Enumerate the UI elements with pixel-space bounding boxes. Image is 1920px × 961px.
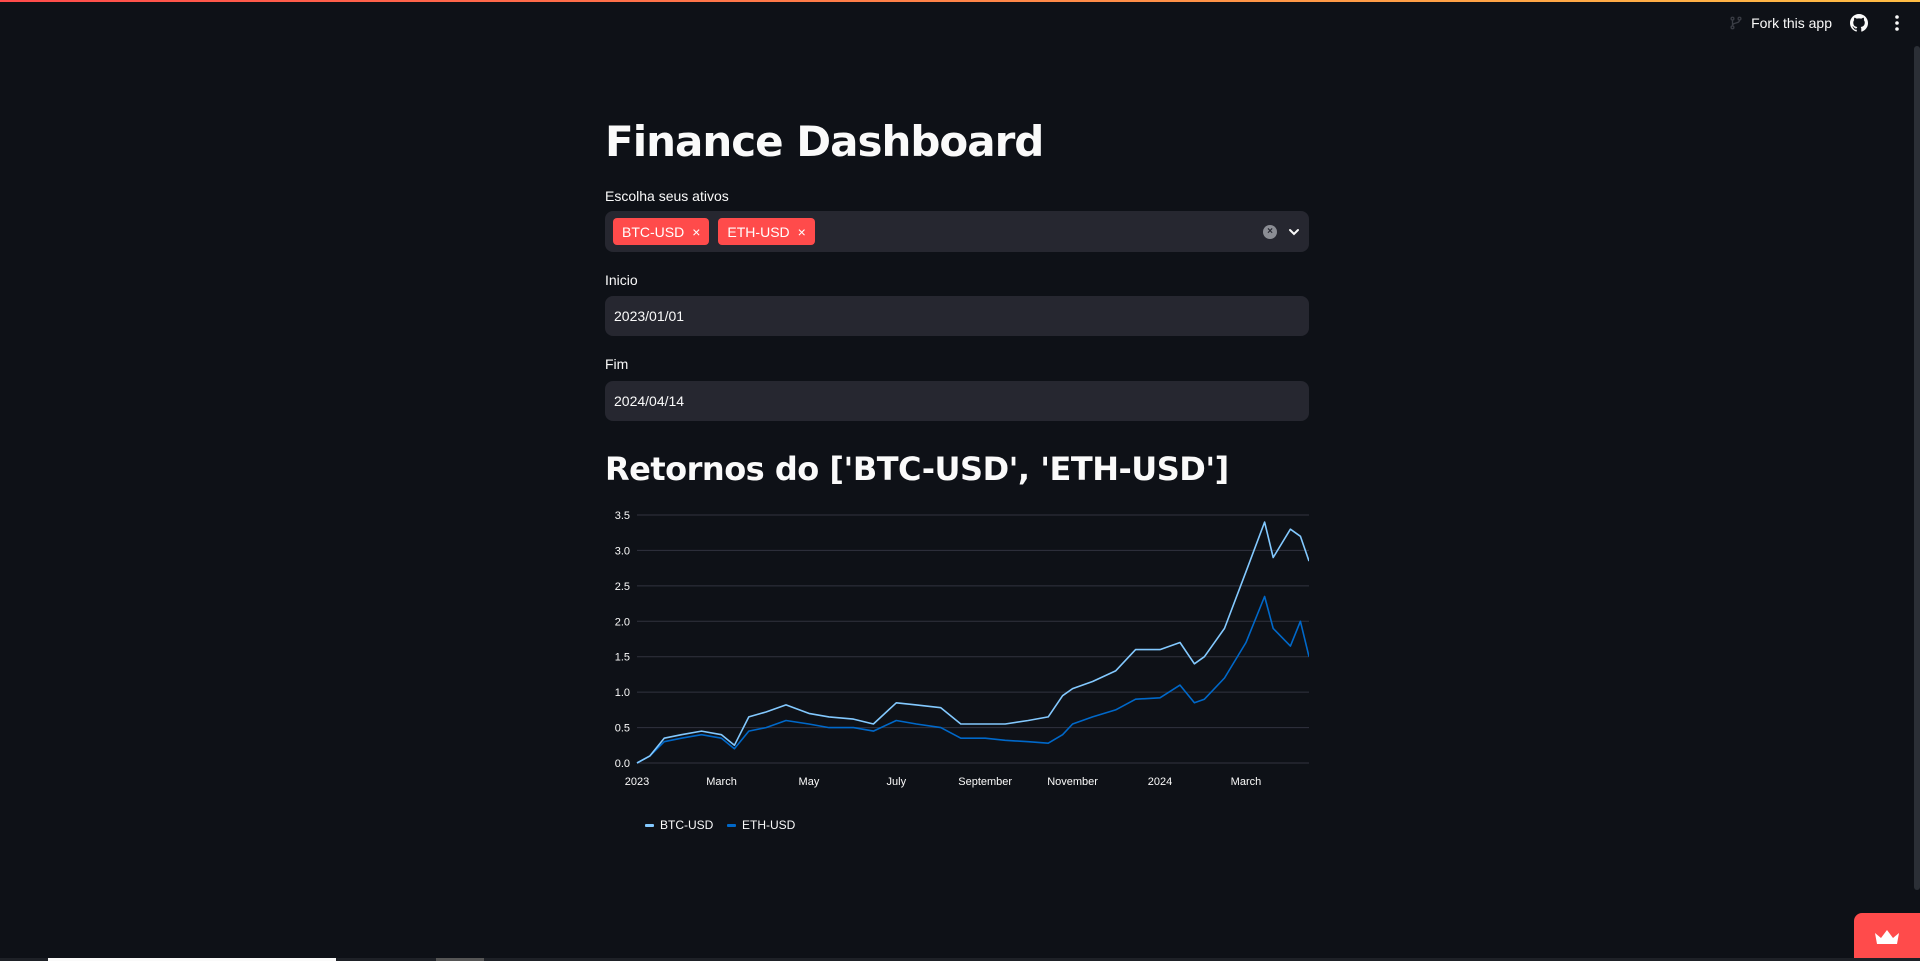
more-menu-icon[interactable] <box>1886 12 1908 34</box>
chevron-down-icon[interactable] <box>1287 225 1301 239</box>
asset-tag-label: BTC-USD <box>622 223 685 240</box>
remove-tag-icon[interactable]: × <box>797 223 806 240</box>
y-tick-label: 2.0 <box>615 616 630 628</box>
y-tick-label: 2.5 <box>615 581 630 593</box>
crown-icon <box>1875 930 1899 944</box>
end-date-input[interactable]: 2024/04/14 <box>605 381 1309 421</box>
y-tick-label: 1.0 <box>615 687 630 699</box>
start-date-label: Inicio <box>605 272 638 288</box>
app-header: Fork this app <box>1729 0 1920 46</box>
x-tick-label: 2024 <box>1148 776 1172 788</box>
assets-multiselect[interactable]: BTC-USD × ETH-USD × × <box>605 211 1309 252</box>
x-tick-label: March <box>1231 776 1262 788</box>
legend-label: BTC-USD <box>660 818 714 832</box>
streamlit-deploy-button[interactable] <box>1854 913 1920 961</box>
x-tick-label: March <box>706 776 737 788</box>
series-line-eth-usd <box>636 595 1309 764</box>
asset-tag-eth: ETH-USD × <box>718 218 815 245</box>
y-tick-label: 3.5 <box>615 510 630 522</box>
x-tick-label: September <box>958 776 1012 788</box>
top-accent-line <box>0 0 1920 2</box>
y-tick-label: 0.0 <box>615 758 630 770</box>
taskbar-strip <box>0 958 1920 961</box>
series-line-btc-usd <box>636 521 1309 764</box>
x-tick-label: May <box>799 776 820 788</box>
y-tick-label: 0.5 <box>615 723 630 735</box>
github-icon[interactable] <box>1848 12 1870 34</box>
chart-heading: Retornos do ['BTC-USD', 'ETH-USD'] <box>605 450 1229 488</box>
end-date-label: Fim <box>605 356 629 372</box>
clear-all-icon[interactable]: × <box>1263 224 1277 239</box>
legend-swatch <box>645 824 654 827</box>
end-date-value: 2024/04/14 <box>614 393 685 409</box>
y-tick-label: 1.5 <box>615 652 630 664</box>
fork-icon <box>1730 16 1742 30</box>
y-tick-label: 3.0 <box>615 545 630 557</box>
fork-app-button[interactable]: Fork this app <box>1729 15 1832 31</box>
asset-tag-btc: BTC-USD × <box>613 218 710 245</box>
start-date-input[interactable]: 2023/01/01 <box>605 296 1309 336</box>
start-date-value: 2023/01/01 <box>614 308 685 324</box>
legend-label: ETH-USD <box>742 818 796 832</box>
returns-line-chart[interactable]: 0.0 0.5 1.0 1.5 2.0 2.5 3.0 3.5 2023 March May July… <box>605 505 1309 845</box>
x-tick-label: July <box>887 776 907 788</box>
assets-label: Escolha seus ativos <box>605 188 729 204</box>
remove-tag-icon[interactable]: × <box>692 223 701 240</box>
x-tick-label: November <box>1047 776 1098 788</box>
x-tick-label: 2023 <box>625 776 649 788</box>
asset-tag-label: ETH-USD <box>727 223 790 240</box>
page-title: Finance Dashboard <box>605 117 1044 166</box>
fork-app-label: Fork this app <box>1751 15 1832 31</box>
legend-swatch <box>727 824 736 827</box>
page-scrollbar[interactable] <box>1914 46 1920 890</box>
